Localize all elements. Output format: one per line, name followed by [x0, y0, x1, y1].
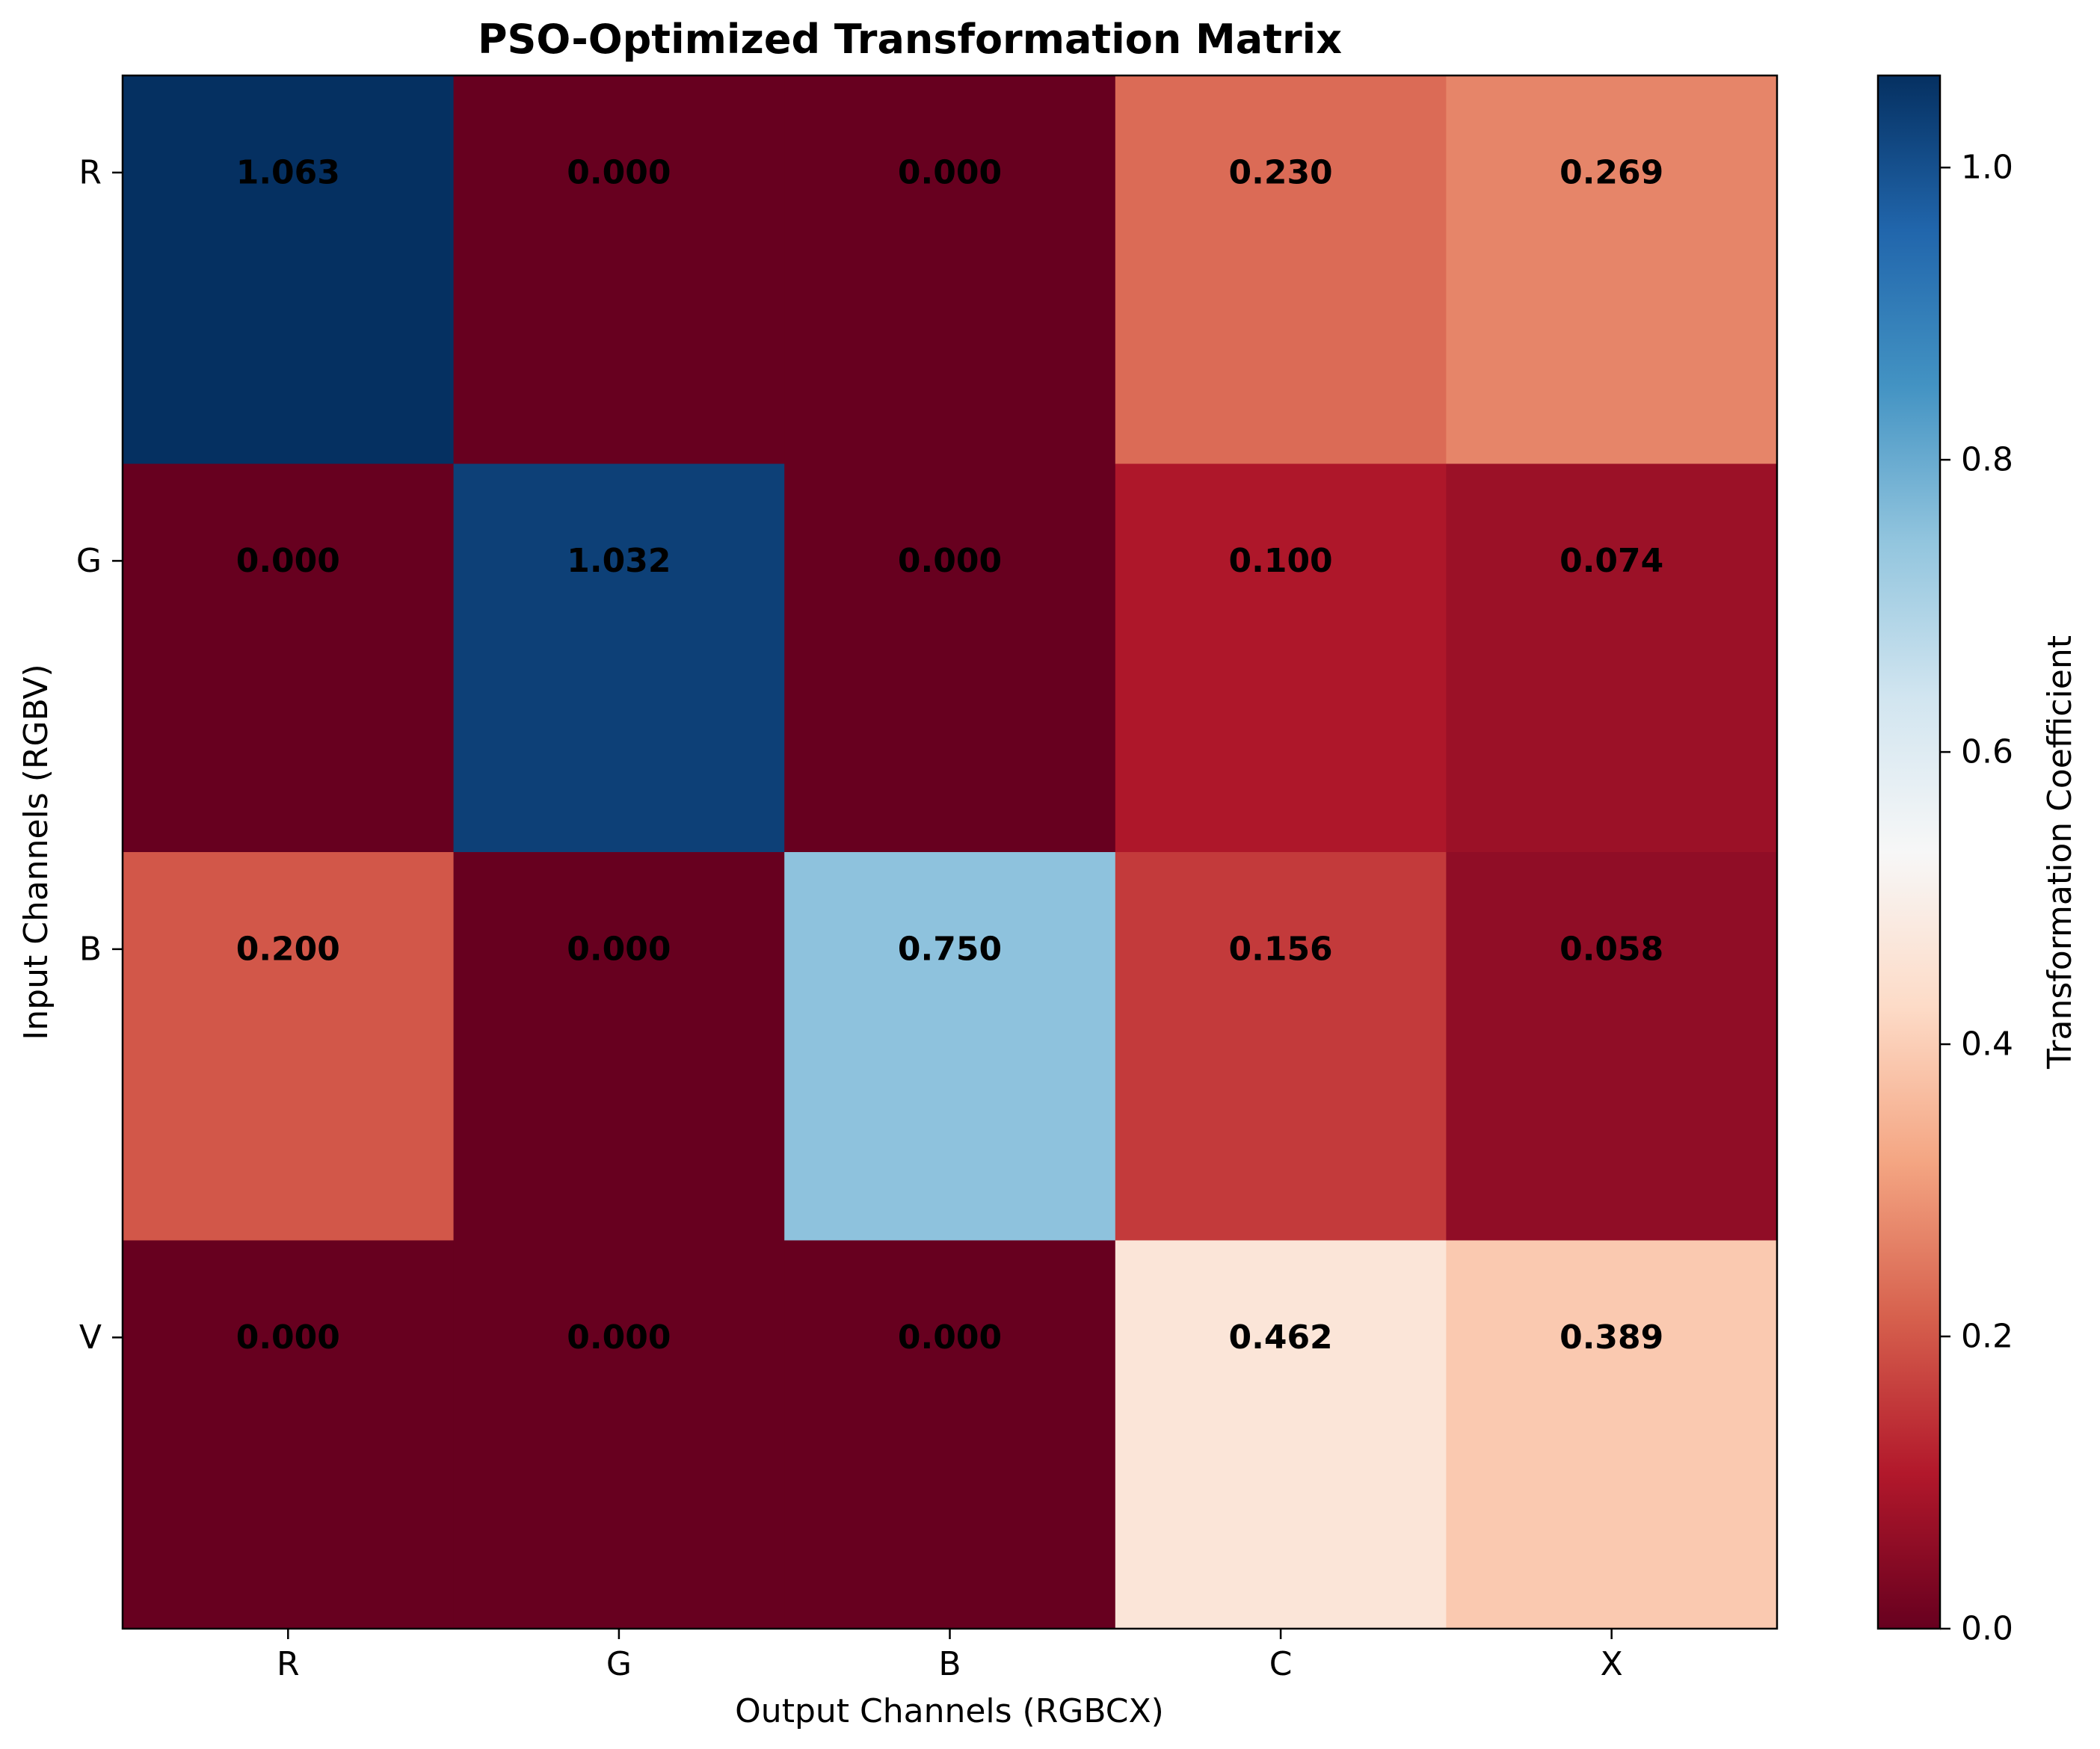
- chart-title: PSO-Optimized Transformation Matrix: [478, 16, 1342, 63]
- cell-value-label: 0.000: [567, 1318, 671, 1357]
- heatmap-cell: [1115, 852, 1447, 1241]
- heatmap-cell: [123, 463, 455, 853]
- cell-value-label: 0.000: [898, 542, 1002, 580]
- cell-value-label: 0.000: [898, 1318, 1002, 1357]
- heatmap-cell: [1446, 463, 1778, 853]
- y-tick-label: B: [79, 930, 102, 968]
- cell-value-label: 0.074: [1559, 542, 1663, 580]
- cell-value-label: 0.156: [1229, 930, 1333, 968]
- x-axis-label: Output Channels (RGBCX): [735, 1692, 1164, 1730]
- cell-value-label: 0.000: [567, 153, 671, 191]
- cell-value-label: 0.750: [898, 930, 1002, 968]
- colorbar-ticks: 0.0 0.2 0.4 0.6 0.8 1.0: [1940, 149, 2013, 1648]
- x-tick-label: G: [606, 1645, 632, 1683]
- colorbar-label: Transformation Coefficient: [2041, 635, 2079, 1070]
- heatmap-cell: [784, 1240, 1116, 1629]
- cell-value-label: 0.389: [1559, 1318, 1663, 1357]
- cell-value-label: 0.230: [1229, 153, 1333, 191]
- colorbar-tick-label: 0.0: [1961, 1610, 2013, 1648]
- heatmap-cell: [1446, 1240, 1778, 1629]
- cell-value-label: 0.269: [1559, 153, 1663, 191]
- cell-value-label: 1.032: [567, 542, 671, 580]
- x-tick-label: R: [277, 1645, 300, 1683]
- colorbar-tick-label: 0.6: [1961, 733, 2013, 771]
- colorbar-tick-label: 0.2: [1961, 1318, 2013, 1356]
- heatmap-cell-labels: 1.063 0.000 0.000 0.230 0.269 0.000 1.032 0.000…: [236, 153, 1664, 1357]
- heatmap-cell: [123, 852, 455, 1241]
- cell-value-label: 0.000: [567, 930, 671, 968]
- heatmap-cell: [1115, 463, 1447, 853]
- heatmap-cell: [453, 1240, 785, 1629]
- y-tick-label: R: [78, 153, 102, 191]
- cell-value-label: 0.000: [898, 153, 1002, 191]
- cell-value-label: 0.000: [236, 1318, 340, 1357]
- colorbar-tick-label: 1.0: [1961, 149, 2013, 187]
- cell-value-label: 1.063: [236, 153, 340, 191]
- colorbar-tick-label: 0.8: [1961, 441, 2013, 479]
- heatmap-cell: [1446, 852, 1778, 1241]
- cell-value-label: 0.100: [1229, 542, 1333, 580]
- heatmap-cell: [123, 75, 455, 464]
- heatmap-cell: [453, 75, 785, 464]
- heatmap-cell: [453, 852, 785, 1241]
- heatmap-cell: [784, 463, 1116, 853]
- y-axis-label: Input Channels (RGBV): [17, 664, 55, 1040]
- y-axis-ticks: R G B V: [76, 153, 123, 1357]
- heatmap-cell: [453, 463, 785, 853]
- colorbar-tick-label: 0.4: [1961, 1025, 2013, 1064]
- cell-value-label: 0.058: [1559, 930, 1663, 968]
- heatmap-cells: [123, 75, 1778, 1629]
- cell-value-label: 0.000: [236, 542, 340, 580]
- x-tick-label: C: [1269, 1645, 1293, 1683]
- heatmap-cell: [784, 75, 1116, 464]
- heatmap-cell: [784, 852, 1116, 1241]
- x-tick-label: X: [1601, 1645, 1623, 1683]
- y-tick-label: G: [76, 542, 102, 580]
- cell-value-label: 0.200: [236, 930, 340, 968]
- colorbar: [1876, 74, 1942, 1630]
- x-tick-label: B: [938, 1645, 961, 1683]
- heatmap-cell: [1115, 1240, 1447, 1629]
- heatmap-cell: [1115, 75, 1447, 464]
- cell-value-label: 0.462: [1229, 1318, 1333, 1357]
- heatmap-cell: [1446, 75, 1778, 464]
- heatmap-cell: [123, 1240, 455, 1629]
- y-tick-label: V: [79, 1318, 102, 1357]
